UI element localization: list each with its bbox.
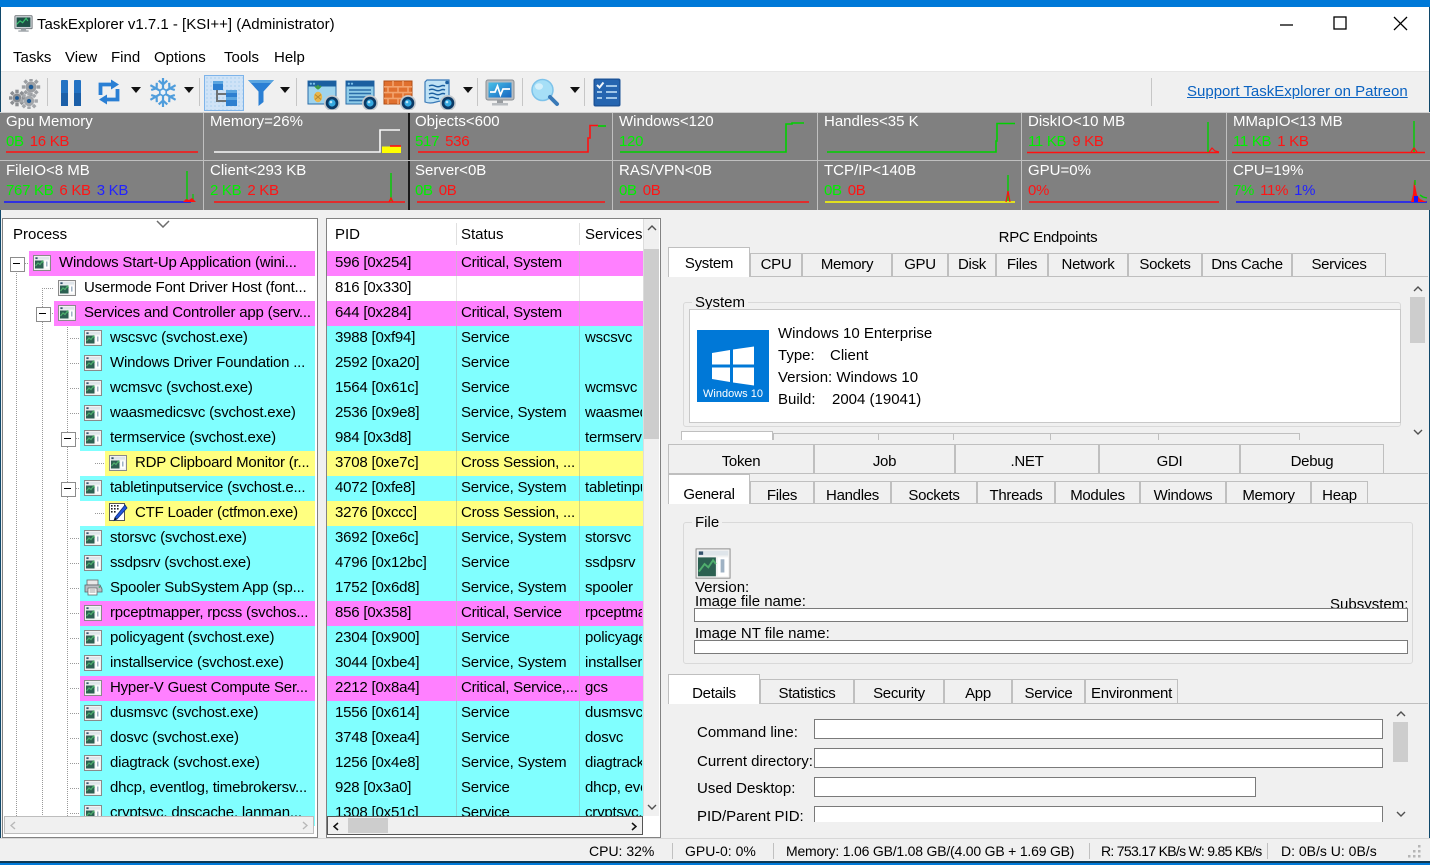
svg-text:Windows 10: Windows 10 [703, 388, 763, 400]
